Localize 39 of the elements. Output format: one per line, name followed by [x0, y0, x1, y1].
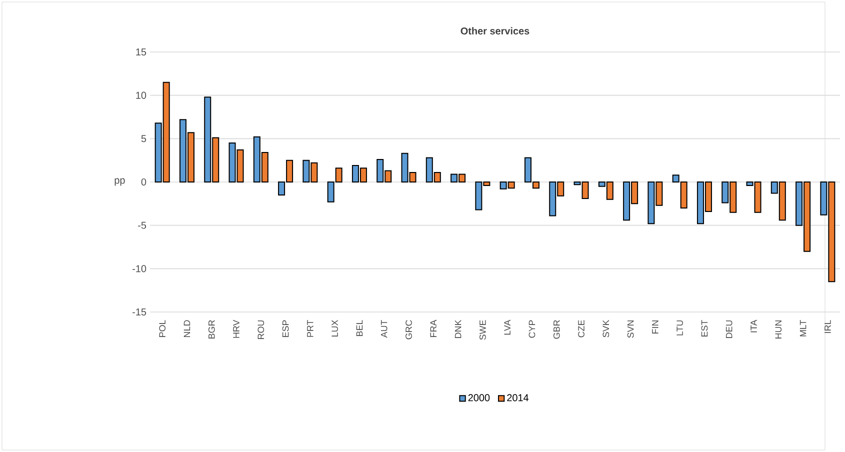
x-tick-label: HUN [775, 320, 782, 338]
legend-label: 2000 [468, 394, 490, 402]
y-axis-title: pp [114, 178, 125, 186]
x-tick-label: ITA [750, 320, 757, 332]
x-tick-label: LVA [504, 320, 510, 335]
x-tick-label: CZE [578, 320, 584, 338]
x-tick-label: DEU [726, 320, 732, 338]
legend-label: 2014 [507, 394, 529, 402]
x-tick-label: DNK [454, 320, 462, 338]
x-tick-label: SVK [602, 320, 610, 338]
x-tick-label: IRL [824, 320, 831, 333]
x-tick-label: LUX [332, 320, 338, 336]
x-tick-label: ROU [258, 320, 264, 339]
x-tick-label: SVN [627, 320, 634, 338]
x-tick-label: LTU [676, 320, 683, 336]
x-tick-label: SWE [480, 320, 486, 340]
x-tick-label: HRV [233, 320, 240, 338]
x-tick-label: AUT [380, 320, 388, 338]
x-tick-label: BGR [208, 320, 215, 338]
y-tick-label: 5 [141, 135, 146, 142]
y-tick-label: -10 [132, 265, 146, 272]
x-tick-label: FIN [652, 320, 658, 334]
y-tick-label: 10 [136, 92, 146, 99]
y-tick-label: 15 [136, 48, 146, 56]
x-tick-label: GRC [406, 320, 412, 340]
x-tick-label: ESP [282, 320, 289, 337]
x-tick-label: MLT [800, 320, 806, 336]
y-tick-label: -15 [132, 308, 146, 316]
x-tick-label: PRT [307, 320, 314, 337]
x-tick-label: NLD [184, 320, 190, 337]
x-tick-label: CYP [528, 320, 536, 338]
x-tick-label: POL [159, 320, 166, 337]
y-tick-label: 0 [141, 178, 146, 186]
x-tick-label: FRA [430, 320, 436, 337]
x-tick-label: GBR [553, 320, 560, 339]
x-tick-label: BEL [356, 320, 363, 336]
y-tick-label: -5 [138, 222, 146, 229]
chart-title: Other services [460, 27, 530, 34]
x-tick-label: EST [701, 320, 708, 336]
